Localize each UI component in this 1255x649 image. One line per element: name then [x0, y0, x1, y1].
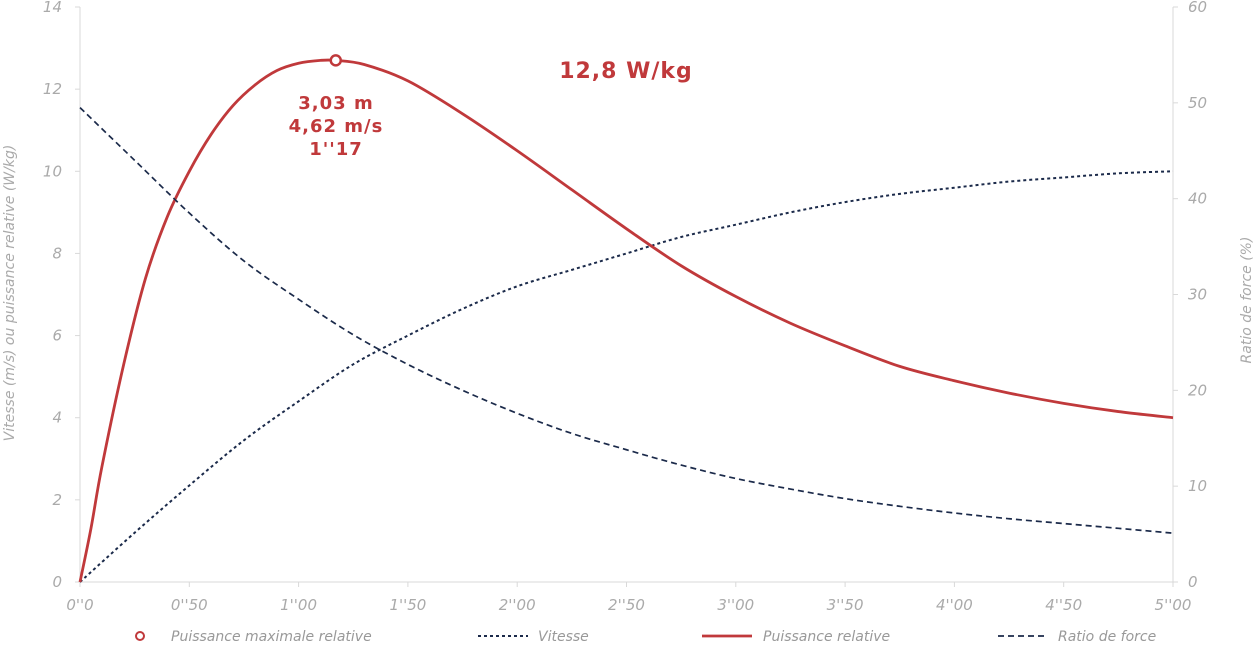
- legend-label-puissance-maximale-relative: Puissance maximale relative: [171, 629, 372, 645]
- y-right-tick-label: 0: [1188, 573, 1198, 591]
- y-left-tick-label: 10: [43, 162, 62, 180]
- legend: Puissance maximale relative Vitesse Puissa…: [135, 629, 1156, 645]
- x-tick-label: 2''50: [608, 596, 645, 614]
- y-left-tick-label: 4: [52, 409, 62, 427]
- x-tick-label: 5''00: [1155, 596, 1192, 614]
- peak-time-annotation: 1''17: [309, 139, 363, 160]
- y-right-tick-label: 30: [1188, 286, 1207, 304]
- x-tick-label: 1''50: [389, 596, 426, 614]
- legend-label-puissance-relative: Puissance relative: [763, 629, 890, 645]
- x-tick-label: 3''50: [827, 596, 864, 614]
- y-left-tick-label: 2: [52, 491, 62, 509]
- y-right-tick-label: 50: [1188, 94, 1207, 112]
- peak-distance-annotation: 3,03 m: [298, 93, 373, 114]
- y-left-tick-label: 0: [52, 573, 62, 591]
- x-tick-label: 4''50: [1045, 596, 1082, 614]
- x-tick-label: 2''00: [499, 596, 536, 614]
- peak-speed-annotation: 4,62 m/s: [289, 116, 384, 137]
- x-tick-label: 4''00: [936, 596, 973, 614]
- y-left-tick-label: 14: [43, 0, 62, 16]
- x-tick-label: 0''0: [66, 596, 93, 614]
- y-right-tick-label: 10: [1188, 477, 1207, 495]
- y-left-tick-label: 8: [52, 244, 62, 262]
- x-axis-ticks: 0''0 0''50 1''00 1''50 2''00 2''50 3''00 3''50 4…: [66, 582, 1191, 614]
- y-right-tick-label: 20: [1188, 381, 1207, 399]
- y-left-axis-title: Vitesse (m/s) ou puissance relative (W/k…: [2, 145, 18, 442]
- legend-swatch-puissance-maximale-relative: [135, 631, 145, 641]
- series-line-vitesse: [79, 170, 1174, 583]
- peak-power-annotation: 12,8 W/kg: [559, 59, 693, 84]
- legend-label-ratio-de-force: Ratio de force: [1058, 629, 1156, 645]
- x-tick-label: 0''50: [171, 596, 208, 614]
- y-right-tick-label: 60: [1188, 0, 1207, 16]
- series-layer: [78, 54, 1174, 583]
- legend-label-vitesse: Vitesse: [538, 629, 589, 645]
- y-left-tick-label: 6: [52, 327, 62, 345]
- right-axis-ticks: 0 10 20 30 40 50 60: [1173, 0, 1207, 591]
- y-left-tick-label: 12: [43, 80, 62, 98]
- series-line-puissance-relative: [78, 58, 1174, 583]
- y-right-axis-title: Ratio de force (%): [1239, 237, 1255, 364]
- series-line-ratio-de-force: [79, 107, 1174, 534]
- x-tick-label: 3''00: [717, 596, 754, 614]
- y-right-tick-label: 40: [1188, 190, 1207, 208]
- peak-power-marker: [329, 54, 343, 67]
- x-tick-label: 1''00: [280, 596, 317, 614]
- left-axis-ticks: 0 2 4 6 8 10 12 14: [43, 0, 80, 591]
